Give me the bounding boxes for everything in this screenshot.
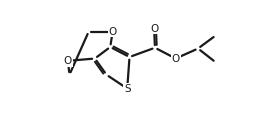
Text: O: O [150, 24, 158, 34]
Text: O: O [171, 54, 180, 64]
Text: O: O [109, 27, 117, 37]
Text: O: O [64, 56, 72, 66]
Text: S: S [124, 84, 130, 94]
